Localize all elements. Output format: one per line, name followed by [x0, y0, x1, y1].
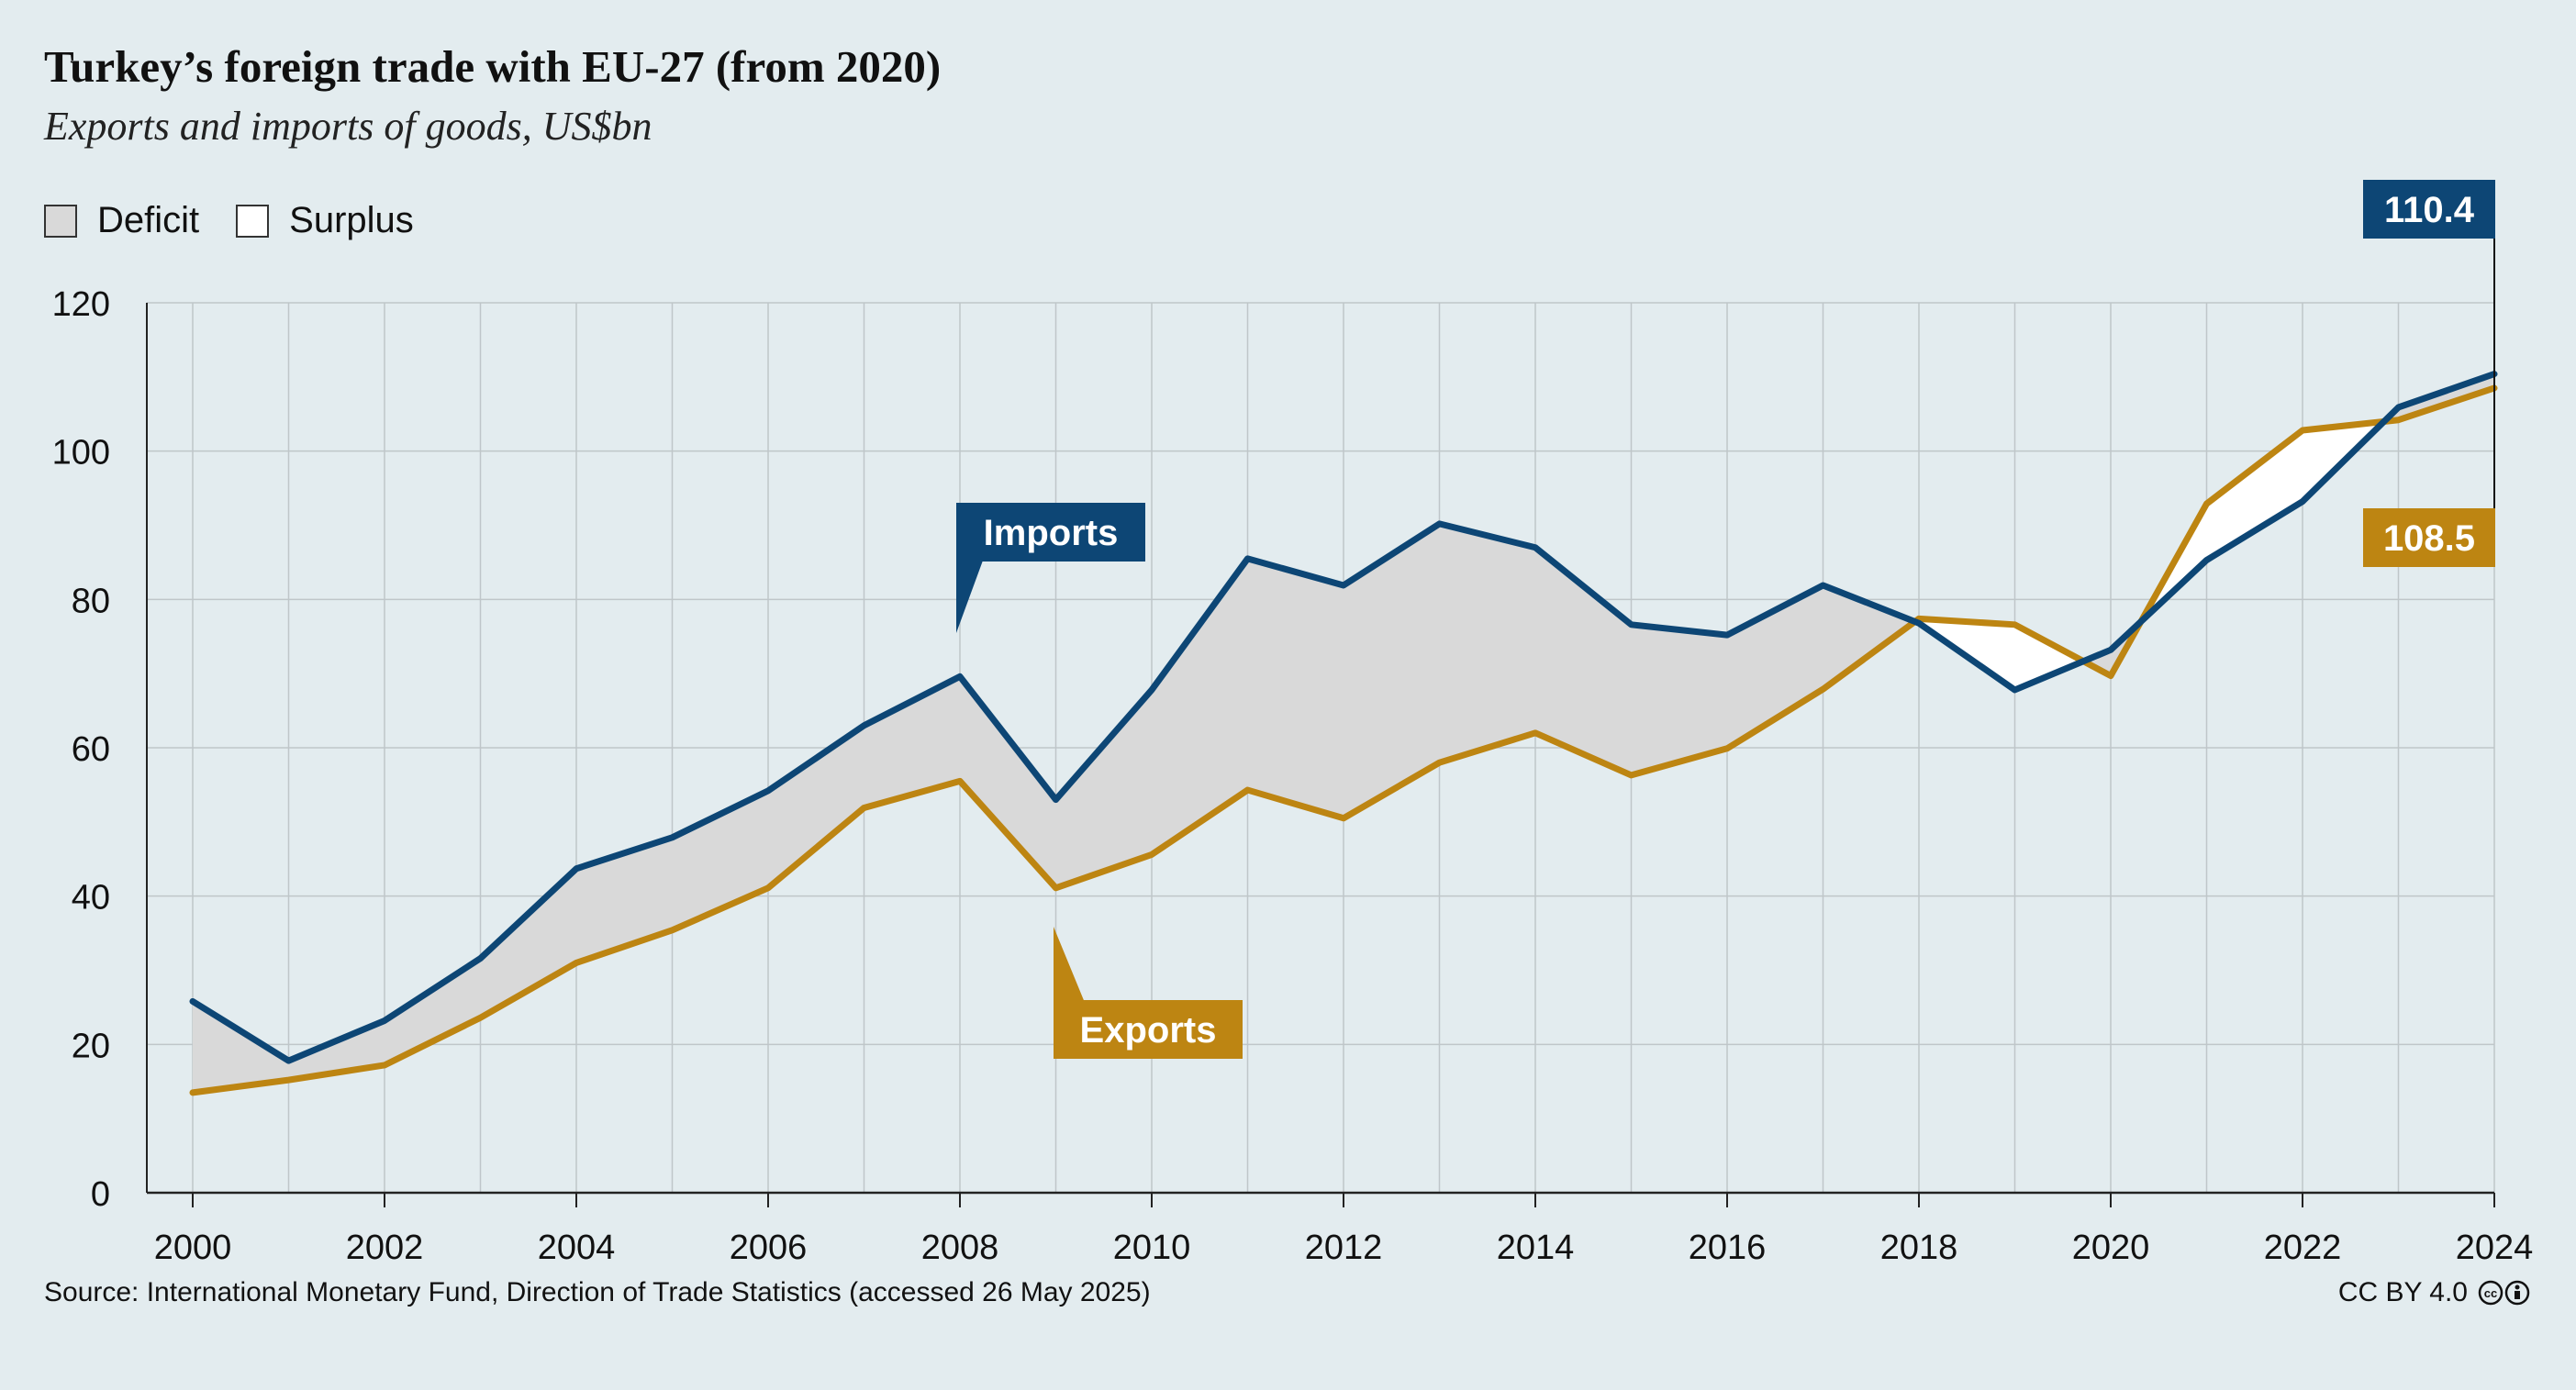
- exports-label-box: [1054, 1000, 1243, 1059]
- x-tick-label: 2012: [1305, 1229, 1383, 1267]
- x-tick-label: 2002: [346, 1229, 424, 1267]
- trade-balance-area: [1055, 689, 1152, 888]
- x-tick-label: 2018: [1880, 1229, 1958, 1267]
- trade-balance-area: [288, 1020, 385, 1081]
- trade-balance-area: [1535, 547, 1632, 775]
- x-tick-label: 2014: [1497, 1229, 1575, 1267]
- trade-balance-area: [1823, 584, 1915, 690]
- exports-label-pointer: [1054, 927, 1087, 1009]
- exports-end-value-box: [2363, 508, 2495, 567]
- trade-balance-area: [385, 958, 481, 1065]
- legend-label-deficit: Deficit: [97, 200, 200, 240]
- trade-balance-area: [1152, 558, 1248, 855]
- exports-label-text: Exports: [1080, 1010, 1217, 1051]
- creative-commons-icon: cc: [2478, 1280, 2530, 1306]
- license: CC BY 4.0 cc: [2338, 1277, 2532, 1308]
- trade-balance-area: [2014, 624, 2084, 690]
- series-line-imports: [189, 371, 2498, 1064]
- x-tick-label: 2024: [2456, 1229, 2534, 1267]
- trade-balance-area: [576, 837, 673, 963]
- legend-item-surplus: Surplus: [236, 200, 414, 241]
- imports-end-value: 110.4: [2384, 190, 2475, 230]
- series-line-exports: [189, 384, 2498, 1096]
- trade-balance-area: [768, 725, 864, 888]
- y-tick-label: 0: [91, 1175, 110, 1214]
- y-tick-label: 100: [52, 434, 110, 473]
- y-tick-label: 80: [72, 582, 110, 620]
- y-tick-label: 60: [72, 730, 110, 769]
- y-tick-label: 120: [52, 285, 110, 324]
- trade-balance-area: [480, 868, 576, 1018]
- x-tick-label: 2020: [2072, 1229, 2150, 1267]
- x-tick-label: 2008: [921, 1229, 999, 1267]
- surplus-swatch: [236, 204, 270, 238]
- imports-end-value-box: [2363, 180, 2495, 239]
- license-text: CC BY 4.0: [2337, 1277, 2468, 1307]
- source-note: Source: International Monetary Fund, Dir…: [44, 1277, 1151, 1307]
- legend: Deficit Surplus: [44, 200, 451, 241]
- chart-title: Turkey’s foreign trade with EU-27 (from …: [44, 41, 942, 92]
- trade-balance-area: [960, 676, 1056, 888]
- x-tick-label: 2004: [538, 1229, 616, 1267]
- x-tick-label: 2010: [1113, 1229, 1191, 1267]
- trade-balance-area: [1439, 523, 1535, 763]
- y-tick-label: 40: [72, 879, 110, 917]
- trade-balance-area: [1344, 523, 1440, 818]
- imports-label-text: Imports: [984, 513, 1119, 553]
- imports-label-pointer: [956, 550, 987, 633]
- trade-balance-area: [1247, 558, 1344, 818]
- x-tick-label: 2006: [730, 1229, 808, 1267]
- y-tick-label: 20: [72, 1027, 110, 1065]
- svg-text:cc: cc: [2484, 1286, 2497, 1300]
- x-tick-label: 2000: [154, 1229, 232, 1267]
- x-tick-label: 2016: [1689, 1229, 1767, 1267]
- deficit-swatch: [44, 204, 77, 238]
- legend-item-deficit: Deficit: [44, 200, 199, 241]
- legend-label-surplus: Surplus: [289, 200, 414, 240]
- exports-end-value: 108.5: [2383, 518, 2475, 559]
- trade-balance-area: [193, 1001, 289, 1093]
- x-tick-label: 2022: [2264, 1229, 2342, 1267]
- imports-label-box: [956, 503, 1145, 562]
- trade-balance-area: [2206, 430, 2303, 561]
- chart-subtitle: Exports and imports of goods, US$bn: [44, 104, 652, 149]
- trade-balance-area: [1631, 624, 1727, 775]
- trade-balance-area: [864, 676, 960, 808]
